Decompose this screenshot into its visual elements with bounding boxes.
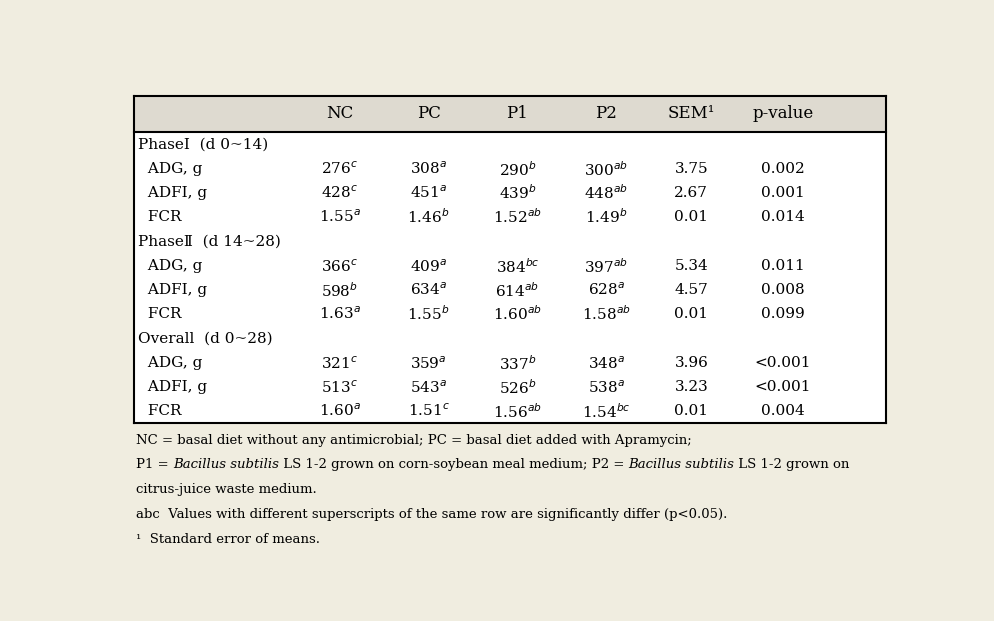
Text: P2: P2 bbox=[594, 106, 616, 122]
Text: ADG, g: ADG, g bbox=[143, 356, 202, 370]
Text: 628$^a$: 628$^a$ bbox=[587, 282, 624, 299]
Text: ADG, g: ADG, g bbox=[143, 259, 202, 273]
Text: 2.67: 2.67 bbox=[674, 186, 708, 200]
Text: 0.099: 0.099 bbox=[760, 307, 804, 321]
Text: 3.23: 3.23 bbox=[674, 380, 708, 394]
Text: <0.001: <0.001 bbox=[753, 356, 810, 370]
Text: 300$^{ab}$: 300$^{ab}$ bbox=[583, 160, 627, 179]
Text: 0.008: 0.008 bbox=[760, 283, 804, 297]
Text: 0.01: 0.01 bbox=[674, 404, 708, 418]
Text: Overall  (d 0~28): Overall (d 0~28) bbox=[138, 332, 272, 346]
Text: 359$^a$: 359$^a$ bbox=[410, 355, 446, 371]
Text: 513$^c$: 513$^c$ bbox=[321, 379, 358, 396]
Text: 1.60$^a$: 1.60$^a$ bbox=[318, 403, 361, 419]
Text: 1.51$^c$: 1.51$^c$ bbox=[408, 403, 449, 419]
Text: 348$^a$: 348$^a$ bbox=[587, 355, 624, 371]
Text: 337$^b$: 337$^b$ bbox=[498, 354, 536, 373]
Text: 0.01: 0.01 bbox=[674, 307, 708, 321]
Text: 409$^a$: 409$^a$ bbox=[410, 258, 446, 274]
Text: 4.57: 4.57 bbox=[674, 283, 708, 297]
Text: citrus-juice waste medium.: citrus-juice waste medium. bbox=[136, 483, 316, 496]
Text: PhaseⅠ  (d 0~14): PhaseⅠ (d 0~14) bbox=[138, 138, 268, 152]
Text: ADG, g: ADG, g bbox=[143, 162, 202, 176]
Text: ¹  Standard error of means.: ¹ Standard error of means. bbox=[136, 533, 320, 546]
Text: P1 =: P1 = bbox=[136, 458, 173, 471]
Text: 0.011: 0.011 bbox=[760, 259, 804, 273]
Text: 538$^a$: 538$^a$ bbox=[587, 379, 624, 396]
Text: 0.014: 0.014 bbox=[760, 210, 804, 224]
Text: 1.54$^{bc}$: 1.54$^{bc}$ bbox=[581, 402, 630, 420]
Text: 1.49$^b$: 1.49$^b$ bbox=[584, 207, 627, 227]
Text: 3.75: 3.75 bbox=[674, 162, 708, 176]
Text: 543$^a$: 543$^a$ bbox=[410, 379, 446, 396]
Text: 321$^c$: 321$^c$ bbox=[321, 355, 358, 371]
Text: 366$^c$: 366$^c$ bbox=[321, 258, 358, 274]
Text: 384$^{bc}$: 384$^{bc}$ bbox=[495, 257, 539, 276]
Text: 439$^b$: 439$^b$ bbox=[498, 184, 536, 202]
Text: 1.46$^b$: 1.46$^b$ bbox=[408, 207, 449, 227]
Text: 428$^c$: 428$^c$ bbox=[321, 185, 358, 201]
Text: 526$^b$: 526$^b$ bbox=[498, 378, 536, 397]
Text: ADFI, g: ADFI, g bbox=[143, 283, 207, 297]
Text: 0.004: 0.004 bbox=[760, 404, 804, 418]
Text: PhaseⅡ  (d 14~28): PhaseⅡ (d 14~28) bbox=[138, 235, 281, 248]
Text: 1.63$^a$: 1.63$^a$ bbox=[318, 306, 361, 322]
Text: 276$^c$: 276$^c$ bbox=[321, 161, 358, 178]
Text: 0.01: 0.01 bbox=[674, 210, 708, 224]
Text: FCR: FCR bbox=[143, 404, 181, 418]
Text: 0.001: 0.001 bbox=[760, 186, 804, 200]
Text: P1: P1 bbox=[506, 106, 528, 122]
Bar bbox=[133, 96, 886, 132]
Text: LS 1-2 grown on corn-soybean meal medium; P2 =: LS 1-2 grown on corn-soybean meal medium… bbox=[278, 458, 627, 471]
Text: 1.60$^{ab}$: 1.60$^{ab}$ bbox=[492, 305, 542, 324]
Text: 598$^b$: 598$^b$ bbox=[321, 281, 358, 299]
Text: 451$^a$: 451$^a$ bbox=[410, 185, 446, 201]
Text: ADFI, g: ADFI, g bbox=[143, 380, 207, 394]
Text: Bacillus subtilis: Bacillus subtilis bbox=[627, 458, 734, 471]
Text: 308$^a$: 308$^a$ bbox=[410, 161, 446, 178]
Text: ADFI, g: ADFI, g bbox=[143, 186, 207, 200]
Text: NC = basal diet without any antimicrobial; PC = basal diet added with Apramycin;: NC = basal diet without any antimicrobia… bbox=[136, 433, 691, 446]
Text: LS 1-2 grown on: LS 1-2 grown on bbox=[734, 458, 849, 471]
Text: 397$^{ab}$: 397$^{ab}$ bbox=[583, 257, 627, 276]
Text: 5.34: 5.34 bbox=[674, 259, 708, 273]
Text: 1.56$^{ab}$: 1.56$^{ab}$ bbox=[492, 402, 542, 420]
Text: FCR: FCR bbox=[143, 307, 181, 321]
Text: 448$^{ab}$: 448$^{ab}$ bbox=[583, 184, 627, 202]
Text: SEM¹: SEM¹ bbox=[667, 106, 715, 122]
Bar bbox=[133, 96, 886, 423]
Text: NC: NC bbox=[326, 106, 353, 122]
Text: 1.58$^{ab}$: 1.58$^{ab}$ bbox=[581, 305, 630, 324]
Text: abc  Values with different superscripts of the same row are significantly differ: abc Values with different superscripts o… bbox=[136, 508, 727, 521]
Text: <0.001: <0.001 bbox=[753, 380, 810, 394]
Text: PC: PC bbox=[416, 106, 440, 122]
Text: 1.55$^a$: 1.55$^a$ bbox=[318, 209, 361, 225]
Text: p-value: p-value bbox=[751, 106, 812, 122]
Text: 3.96: 3.96 bbox=[674, 356, 708, 370]
Text: 634$^a$: 634$^a$ bbox=[410, 282, 446, 299]
Text: 1.55$^b$: 1.55$^b$ bbox=[408, 305, 449, 324]
Text: 290$^b$: 290$^b$ bbox=[498, 160, 536, 179]
Text: 1.52$^{ab}$: 1.52$^{ab}$ bbox=[492, 207, 542, 227]
Text: FCR: FCR bbox=[143, 210, 181, 224]
Text: Bacillus subtilis: Bacillus subtilis bbox=[173, 458, 278, 471]
Text: 0.002: 0.002 bbox=[760, 162, 804, 176]
Text: 614$^{ab}$: 614$^{ab}$ bbox=[495, 281, 539, 299]
